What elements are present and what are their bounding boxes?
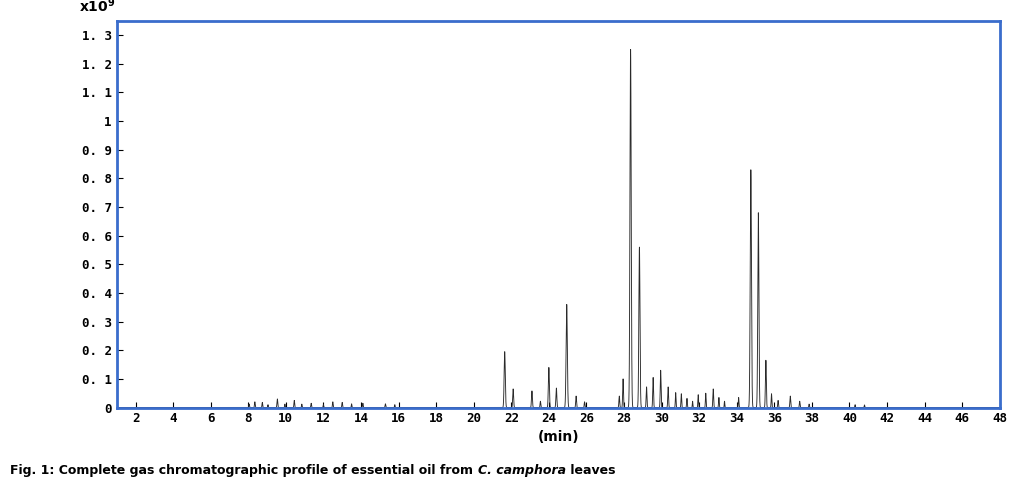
Text: C. camphora: C. camphora — [477, 464, 565, 477]
X-axis label: (min): (min) — [537, 429, 580, 443]
Text: leaves: leaves — [565, 464, 615, 477]
Text: Fig. 1: Complete gas chromatographic profile of essential oil from: Fig. 1: Complete gas chromatographic pro… — [10, 464, 477, 477]
Text: $\bf{x10^9}$: $\bf{x10^9}$ — [79, 0, 116, 15]
